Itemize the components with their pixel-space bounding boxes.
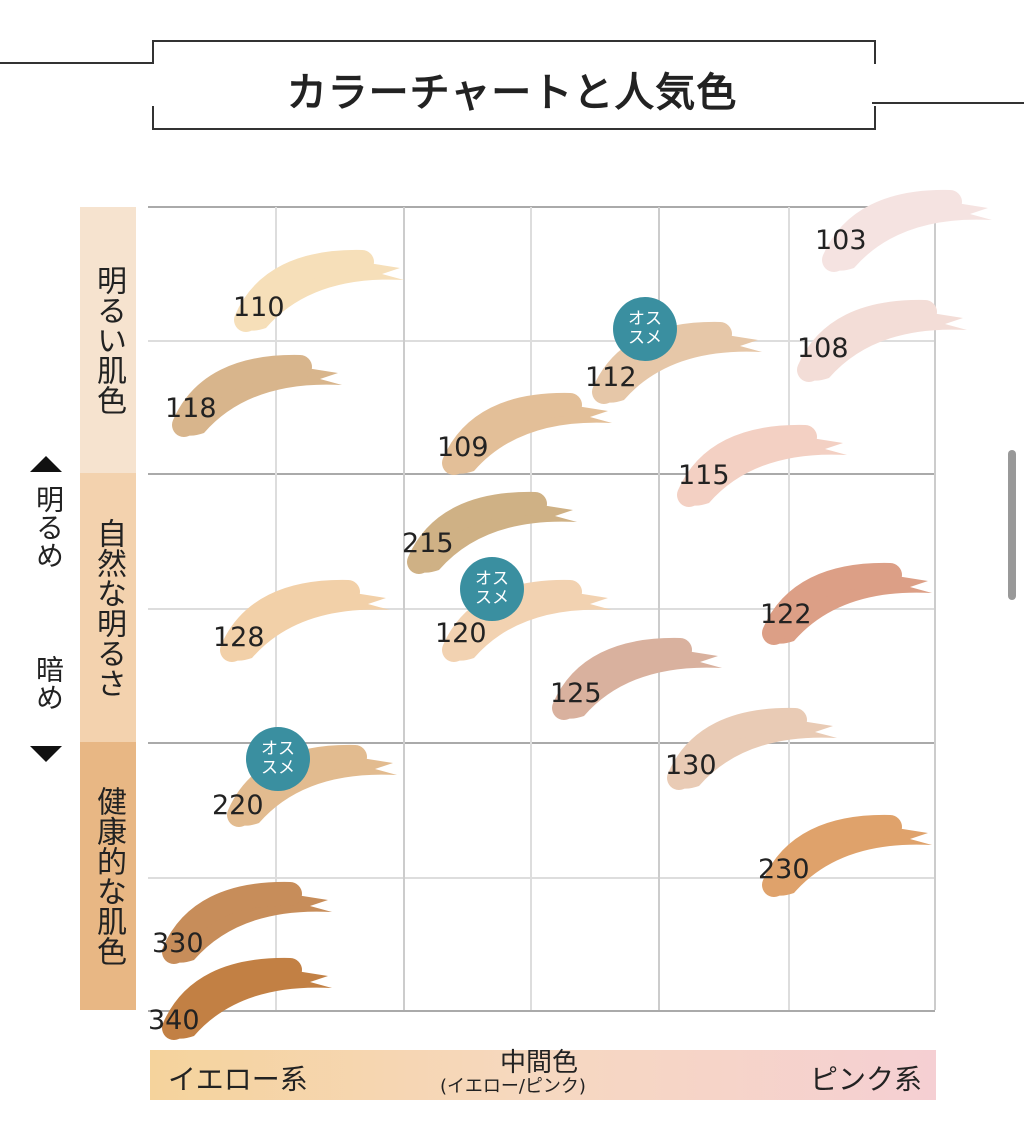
swatch-label: 103 [815,225,867,256]
swatch-label: 109 [437,432,489,463]
page-title: カラーチャートと人気色 [286,70,738,116]
recommended-badge: オス スメ [246,727,310,791]
swatch-215 [405,482,585,581]
swatch-label: 110 [233,292,285,323]
swatch-128 [218,570,398,669]
band-label: 健康的な肌色 [91,786,126,966]
swatch-115 [675,415,855,514]
swatch-label: 112 [585,362,637,393]
swatch-103 [820,180,1000,279]
hue-label-pink: ピンク系 [809,1063,922,1096]
arrow-up-icon [30,456,62,472]
hue-label-middle: 中間色 [500,1048,579,1078]
swatch-label: 120 [435,618,487,649]
swatch-label: 118 [165,393,217,424]
title-deco-line-left [0,62,152,64]
axis-label-bright: 明るめ [32,485,65,569]
swatch-label: 340 [148,1005,200,1036]
swatch-label: 115 [678,460,730,491]
band-bright-skin: 明るい肌色 [80,207,136,473]
swatch-label: 125 [550,678,602,709]
swatch-108 [795,290,975,389]
swatch-125 [550,628,730,727]
band-healthy-skin: 健康的な肌色 [80,742,136,1010]
swatch-label: 130 [665,750,717,781]
band-label: 自然な明るさ [91,517,126,698]
recommended-badge: オス スメ [613,297,677,361]
arrow-down-icon [30,746,62,762]
swatch-label: 128 [213,622,265,653]
scrollbar[interactable] [1008,450,1016,600]
band-label: 明るい肌色 [91,265,126,415]
swatch-330 [160,872,340,971]
swatch-340 [160,948,340,1047]
swatch-130 [665,698,845,797]
swatch-label: 220 [212,790,264,821]
title-box: カラーチャートと人気色 [152,40,876,130]
axis-label-dark: 暗め [32,655,65,711]
swatch-122 [760,553,940,652]
swatch-230 [760,805,940,904]
swatch-110 [232,240,412,339]
recommended-badge: オス スメ [460,557,524,621]
swatch-label: 108 [797,333,849,364]
hue-label-middle-sub: (イエロー/ピンク) [440,1076,586,1097]
title-deco-line-right [872,102,1024,104]
swatch-label: 330 [152,928,204,959]
swatch-label: 215 [402,528,454,559]
swatch-label: 122 [760,599,812,630]
hue-axis: イエロー系 中間色 (イエロー/ピンク) ピンク系 [150,1048,936,1100]
swatch-label: 230 [758,854,810,885]
swatch-109 [440,383,620,482]
band-natural: 自然な明るさ [80,473,136,742]
swatch-118 [170,345,350,444]
hue-label-yellow: イエロー系 [168,1063,308,1096]
